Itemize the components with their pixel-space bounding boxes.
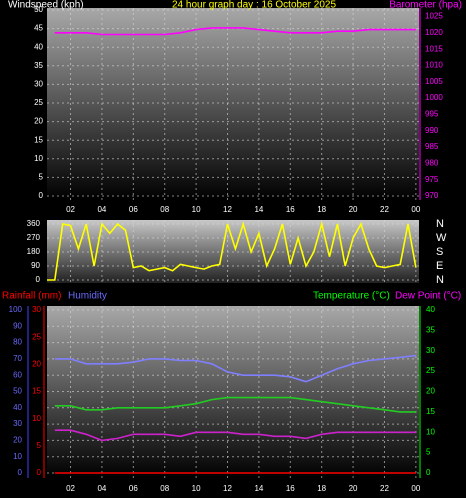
legend-label: Humidity — [68, 291, 107, 302]
x-tick-label: 20 — [349, 484, 358, 493]
y-axis-label: Windspeed (kph) — [8, 0, 84, 11]
y-tick-label: 1000 — [425, 93, 443, 102]
series-line — [54, 27, 416, 36]
x-tick-label: 04 — [97, 484, 106, 493]
y-tick-label: 1010 — [425, 61, 443, 70]
x-tick-label: 16 — [286, 205, 295, 214]
y-tick-label: 20 — [426, 387, 435, 396]
x-tick-label: 04 — [97, 205, 106, 214]
y-tick-label: 20 — [34, 117, 43, 126]
y-tick-label: 1025 — [425, 12, 443, 21]
x-tick-label: 20 — [349, 205, 358, 214]
y-tick-label: 40 — [426, 305, 435, 314]
legend-label: Rainfall (mm) — [2, 291, 61, 302]
y-tick-label: 360 — [27, 219, 41, 228]
y-tick-label: 30 — [426, 346, 435, 355]
x-tick-label: 12 — [223, 484, 232, 493]
y-tick-label: 90 — [31, 261, 40, 270]
x-tick-label: 00 — [411, 205, 420, 214]
legend-label: Dew Point (°C) — [395, 291, 461, 302]
y-tick-label: 40 — [34, 42, 43, 51]
y-tick-label: 0 — [39, 191, 44, 200]
y-tick-label: 270 — [27, 233, 41, 242]
x-tick-label: 16 — [286, 484, 295, 493]
y2-axis-label: Barometer (hpa) — [389, 0, 462, 11]
y-tick-label: 15 — [426, 407, 435, 416]
series-line — [47, 220, 417, 281]
x-tick-label: 22 — [380, 205, 389, 214]
x-tick-label: 18 — [317, 205, 326, 214]
x-tick-label: 02 — [66, 484, 75, 493]
y-tick-label: 995 — [425, 110, 439, 119]
y-tick-label: 15 — [32, 387, 41, 396]
series-line — [54, 396, 416, 413]
x-tick-label: 06 — [129, 484, 138, 493]
y-tick-label: 25 — [426, 366, 435, 375]
y-tick-label: 100 — [9, 305, 23, 314]
y-tick-label: 70 — [13, 354, 22, 363]
y-tick-label: 180 — [27, 247, 41, 256]
y-tick-label: 0 — [36, 275, 41, 284]
y-tick-label: 30 — [34, 80, 43, 89]
y-tick-label: 20 — [32, 359, 41, 368]
y-tick-label: 50 — [34, 5, 43, 14]
y-tick-label: S — [436, 246, 443, 258]
y-tick-label: 35 — [426, 325, 435, 334]
y-tick-label: 10 — [32, 414, 41, 423]
y-tick-label: 1020 — [425, 28, 443, 37]
y-tick-label: 0 — [37, 468, 42, 477]
y-tick-label: 975 — [425, 175, 439, 184]
x-tick-label: 22 — [380, 484, 389, 493]
y-tick-label: 90 — [13, 321, 22, 330]
x-tick-label: 08 — [160, 484, 169, 493]
x-tick-label: 08 — [160, 205, 169, 214]
chart-title: 24 hour graph day : 16 October 2025 — [172, 0, 336, 11]
y-tick-label: 20 — [13, 436, 22, 445]
y-tick-label: 980 — [425, 158, 439, 167]
y-tick-label: E — [436, 260, 443, 272]
y-tick-label: 985 — [425, 142, 439, 151]
y-tick-label: 35 — [34, 61, 43, 70]
x-tick-label: 10 — [192, 205, 201, 214]
y-tick-label: 45 — [34, 24, 43, 33]
y-tick-label: 5 — [37, 441, 42, 450]
x-tick-label: 10 — [192, 484, 201, 493]
y-tick-label: 40 — [13, 403, 22, 412]
y-tick-label: 80 — [13, 338, 22, 347]
y-tick-label: 5 — [426, 448, 431, 457]
y-tick-label: 10 — [34, 154, 43, 163]
series-line — [54, 429, 416, 442]
y-tick-label: 1005 — [425, 77, 443, 86]
x-tick-label: 00 — [411, 484, 420, 493]
x-tick-label: 12 — [223, 205, 232, 214]
y-tick-label: 5 — [39, 173, 44, 182]
panel-bg — [47, 8, 419, 200]
x-tick-label: 14 — [254, 205, 263, 214]
x-tick-label: 18 — [317, 484, 326, 493]
legend-label: Temperature (°C) — [313, 291, 390, 302]
y-tick-label: W — [436, 232, 447, 244]
y-tick-label: 25 — [32, 332, 41, 341]
y-tick-label: 0 — [18, 468, 23, 477]
y-tick-label: 60 — [13, 370, 22, 379]
y-tick-label: N — [436, 274, 444, 286]
y-tick-label: 25 — [34, 98, 43, 107]
y-tick-label: 10 — [426, 427, 435, 436]
y-tick-label: 50 — [13, 387, 22, 396]
series-line — [54, 354, 416, 383]
y-tick-label: 30 — [32, 305, 41, 314]
y-tick-label: 0 — [426, 468, 431, 477]
y-tick-label: 10 — [13, 452, 22, 461]
y-tick-label: 15 — [34, 135, 43, 144]
y-tick-label: 990 — [425, 126, 439, 135]
y-tick-label: N — [436, 218, 444, 230]
x-tick-label: 06 — [129, 205, 138, 214]
y-tick-label: 970 — [425, 191, 439, 200]
x-tick-label: 14 — [254, 484, 263, 493]
x-tick-label: 02 — [66, 205, 75, 214]
y-tick-label: 1015 — [425, 44, 443, 53]
y-tick-label: 30 — [13, 419, 22, 428]
